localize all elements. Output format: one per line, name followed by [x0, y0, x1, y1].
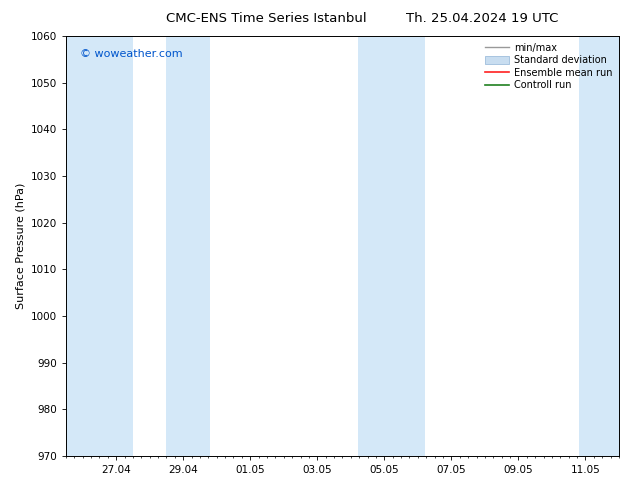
- Bar: [358, 36, 425, 456]
- Text: CMC-ENS Time Series Istanbul: CMC-ENS Time Series Istanbul: [166, 12, 366, 25]
- Text: Th. 25.04.2024 19 UTC: Th. 25.04.2024 19 UTC: [406, 12, 558, 25]
- Bar: [166, 36, 210, 456]
- Bar: [66, 36, 133, 456]
- Legend: min/max, Standard deviation, Ensemble mean run, Controll run: min/max, Standard deviation, Ensemble me…: [482, 41, 614, 92]
- Y-axis label: Surface Pressure (hPa): Surface Pressure (hPa): [15, 183, 25, 309]
- Bar: [579, 36, 619, 456]
- Text: © woweather.com: © woweather.com: [80, 49, 183, 59]
